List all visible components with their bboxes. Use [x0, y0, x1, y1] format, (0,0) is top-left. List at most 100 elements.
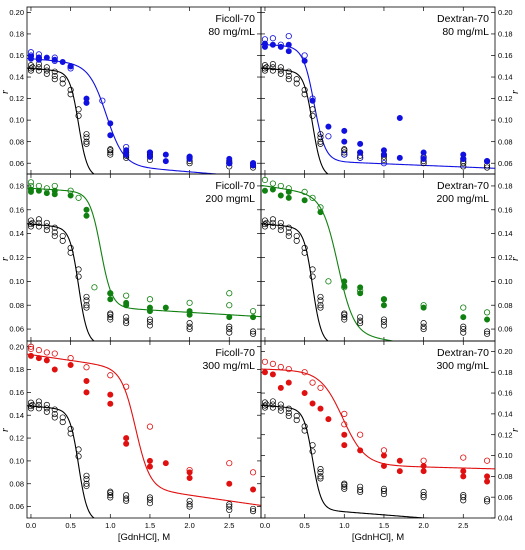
point-reference [420, 492, 427, 499]
point-open [357, 431, 364, 438]
point-reference [261, 404, 269, 411]
point-reference [107, 314, 114, 321]
point-open [27, 345, 35, 353]
point-reference [43, 64, 50, 71]
point-reference [43, 408, 50, 415]
y-tick-label: 0.08 [498, 472, 513, 481]
point-reference [357, 314, 364, 321]
point-reference [277, 401, 284, 408]
point-reference [293, 80, 300, 87]
point-reference [51, 414, 58, 421]
y-tick-label: 0.14 [9, 411, 24, 420]
point-open [460, 454, 467, 461]
point-filled [357, 140, 364, 147]
point-reference [269, 404, 276, 411]
point-reference [83, 480, 90, 487]
point-filled [285, 379, 292, 386]
point-filled [261, 187, 268, 194]
point-open [261, 358, 269, 365]
point-reference [107, 149, 114, 156]
point-open [51, 350, 58, 357]
point-reference [186, 497, 193, 504]
point-filled [357, 447, 364, 454]
point-reference [75, 453, 82, 460]
point-reference [341, 485, 348, 492]
panel-label-title: Dextran-70 [437, 13, 489, 25]
point-filled [162, 304, 169, 311]
y-tick-label: 0.06 [498, 493, 513, 502]
point-filled [162, 151, 169, 158]
point-reference [317, 138, 324, 145]
point-filled [67, 361, 74, 368]
panel-dextran-70-300: 0.04 0.06 0.08 0.10 0.12 0.14 0.16 0.18 0.20 0.0 0… [260, 340, 513, 530]
point-open [27, 179, 35, 186]
point-reference [107, 316, 114, 323]
point-filled [460, 314, 467, 321]
point-reference [59, 80, 66, 87]
point-reference [293, 76, 300, 83]
point-open [226, 302, 233, 309]
point-reference [43, 219, 50, 226]
point-reference [250, 330, 257, 337]
point-reference [484, 328, 491, 335]
point-reference [75, 273, 82, 280]
point-filled [27, 53, 34, 60]
point-open [325, 133, 332, 140]
fit-line-crowded [261, 184, 397, 341]
point-filled [107, 290, 114, 297]
fit-line-crowded [27, 353, 261, 506]
point-reference [83, 297, 90, 304]
plot-area [261, 358, 495, 518]
point-open [277, 363, 284, 371]
point-reference [317, 473, 324, 480]
point-reference [43, 405, 50, 412]
point-reference [484, 330, 491, 337]
panel-dextran-70-80: 0.06 0.08 0.10 0.12 0.14 0.16 0.18 0.20 Dextran-… [260, 6, 513, 175]
y-tick-label: 0.16 [9, 388, 24, 397]
point-reference [123, 495, 130, 502]
point-open [35, 347, 42, 354]
plot-area [27, 179, 261, 341]
point-filled [226, 480, 233, 487]
point-open [301, 369, 308, 376]
y-tick-label: 0.10 [9, 457, 24, 466]
y-tick-label: 0.14 [498, 409, 513, 418]
point-reference [27, 221, 35, 228]
point-reference [67, 430, 74, 437]
point-reference [261, 67, 269, 74]
point-open [269, 180, 276, 187]
point-reference [285, 68, 292, 75]
point-reference [380, 491, 387, 498]
point-reference [317, 293, 324, 300]
point-reference [277, 223, 284, 230]
point-filled [309, 97, 316, 104]
point-reference [261, 402, 269, 409]
point-filled [325, 123, 332, 130]
point-filled [341, 283, 348, 290]
point-reference [35, 405, 42, 412]
point-filled [186, 155, 193, 162]
point-filled [420, 462, 427, 469]
point-reference [59, 237, 66, 244]
y-tick-label: 0.06 [9, 502, 24, 511]
point-reference [460, 326, 467, 333]
point-filled [301, 197, 308, 204]
point-filled [67, 192, 74, 199]
point-reference [59, 76, 66, 83]
panels-layer: 0.06 0.08 0.10 0.12 0.14 0.16 0.18 0.20 Ficoll-7… [9, 6, 513, 530]
point-reference [75, 112, 82, 119]
point-reference [277, 67, 284, 74]
point-reference [43, 67, 50, 74]
point-filled [380, 151, 387, 158]
point-reference [269, 61, 276, 68]
point-reference [317, 297, 324, 304]
point-filled [357, 149, 364, 156]
point-reference [263, 219, 270, 226]
point-reference [51, 406, 58, 413]
point-reference [285, 224, 292, 231]
y-tick-label: 0.14 [9, 73, 24, 82]
point-filled [226, 314, 233, 321]
point-reference [285, 76, 292, 83]
y-tick-label: 0.10 [498, 116, 513, 125]
point-reference [420, 323, 427, 330]
